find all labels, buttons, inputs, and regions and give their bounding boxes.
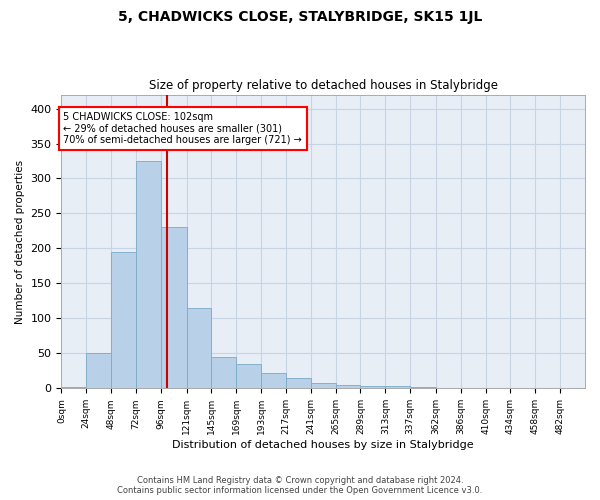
Bar xyxy=(286,378,311,388)
Text: 5 CHADWICKS CLOSE: 102sqm
← 29% of detached houses are smaller (301)
70% of semi: 5 CHADWICKS CLOSE: 102sqm ← 29% of detac… xyxy=(64,112,302,145)
Bar xyxy=(236,364,261,388)
Bar xyxy=(187,308,211,388)
Bar xyxy=(111,252,136,388)
Bar xyxy=(61,387,86,388)
Bar xyxy=(136,161,161,388)
X-axis label: Distribution of detached houses by size in Stalybridge: Distribution of detached houses by size … xyxy=(172,440,474,450)
Bar xyxy=(86,354,111,388)
Bar xyxy=(211,357,236,388)
Bar xyxy=(410,387,436,388)
Text: Contains HM Land Registry data © Crown copyright and database right 2024.
Contai: Contains HM Land Registry data © Crown c… xyxy=(118,476,482,495)
Text: 5, CHADWICKS CLOSE, STALYBRIDGE, SK15 1JL: 5, CHADWICKS CLOSE, STALYBRIDGE, SK15 1J… xyxy=(118,10,482,24)
Bar xyxy=(385,386,410,388)
Bar xyxy=(261,373,286,388)
Bar xyxy=(311,383,335,388)
Y-axis label: Number of detached properties: Number of detached properties xyxy=(15,160,25,324)
Bar xyxy=(335,385,361,388)
Bar xyxy=(161,228,187,388)
Bar xyxy=(361,386,385,388)
Title: Size of property relative to detached houses in Stalybridge: Size of property relative to detached ho… xyxy=(149,79,498,92)
